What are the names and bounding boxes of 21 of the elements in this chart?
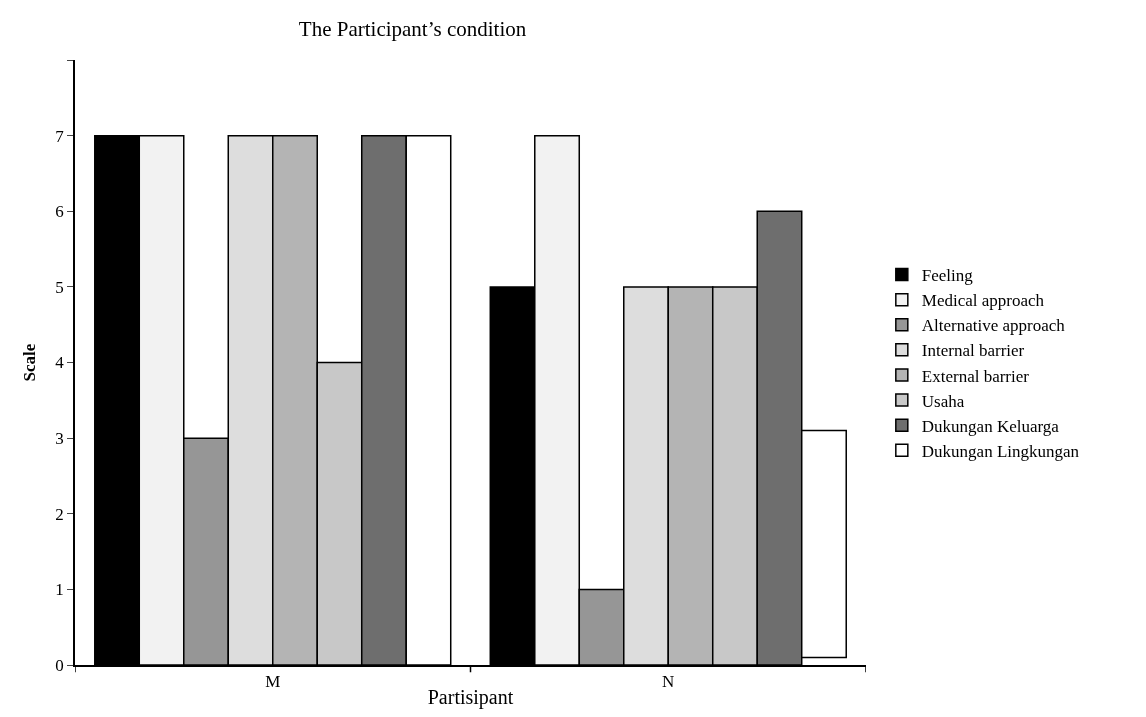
legend-label: Feeling xyxy=(921,266,974,286)
legend-label: External barrier xyxy=(921,366,1030,386)
chart-title: The Participant’s condition xyxy=(298,17,527,42)
y-tick-label: 3 xyxy=(55,429,64,449)
legend-label: Medical approach xyxy=(921,291,1045,311)
legend-label: Internal barrier xyxy=(921,341,1025,361)
y-axis-title: Scale xyxy=(20,343,40,382)
y-tick-label: 4 xyxy=(55,353,65,373)
y-tick-label: 0 xyxy=(55,655,64,675)
legend-label: Dukungan Keluarga xyxy=(921,416,1060,436)
legend-label: Alternative approach xyxy=(921,316,1066,336)
legend-label: Usaha xyxy=(921,391,965,411)
y-tick-label: 5 xyxy=(55,277,64,297)
x-tick-label: N xyxy=(662,672,675,692)
y-tick-label: 7 xyxy=(55,126,65,146)
y-tick-label: 6 xyxy=(55,202,64,222)
legend-label: Dukungan Lingkungan xyxy=(921,441,1080,461)
y-tick-label: 2 xyxy=(55,504,64,524)
x-axis-title: Partisipant xyxy=(427,686,514,710)
y-tick-label: 1 xyxy=(55,580,64,600)
x-tick-label: M xyxy=(265,672,281,692)
